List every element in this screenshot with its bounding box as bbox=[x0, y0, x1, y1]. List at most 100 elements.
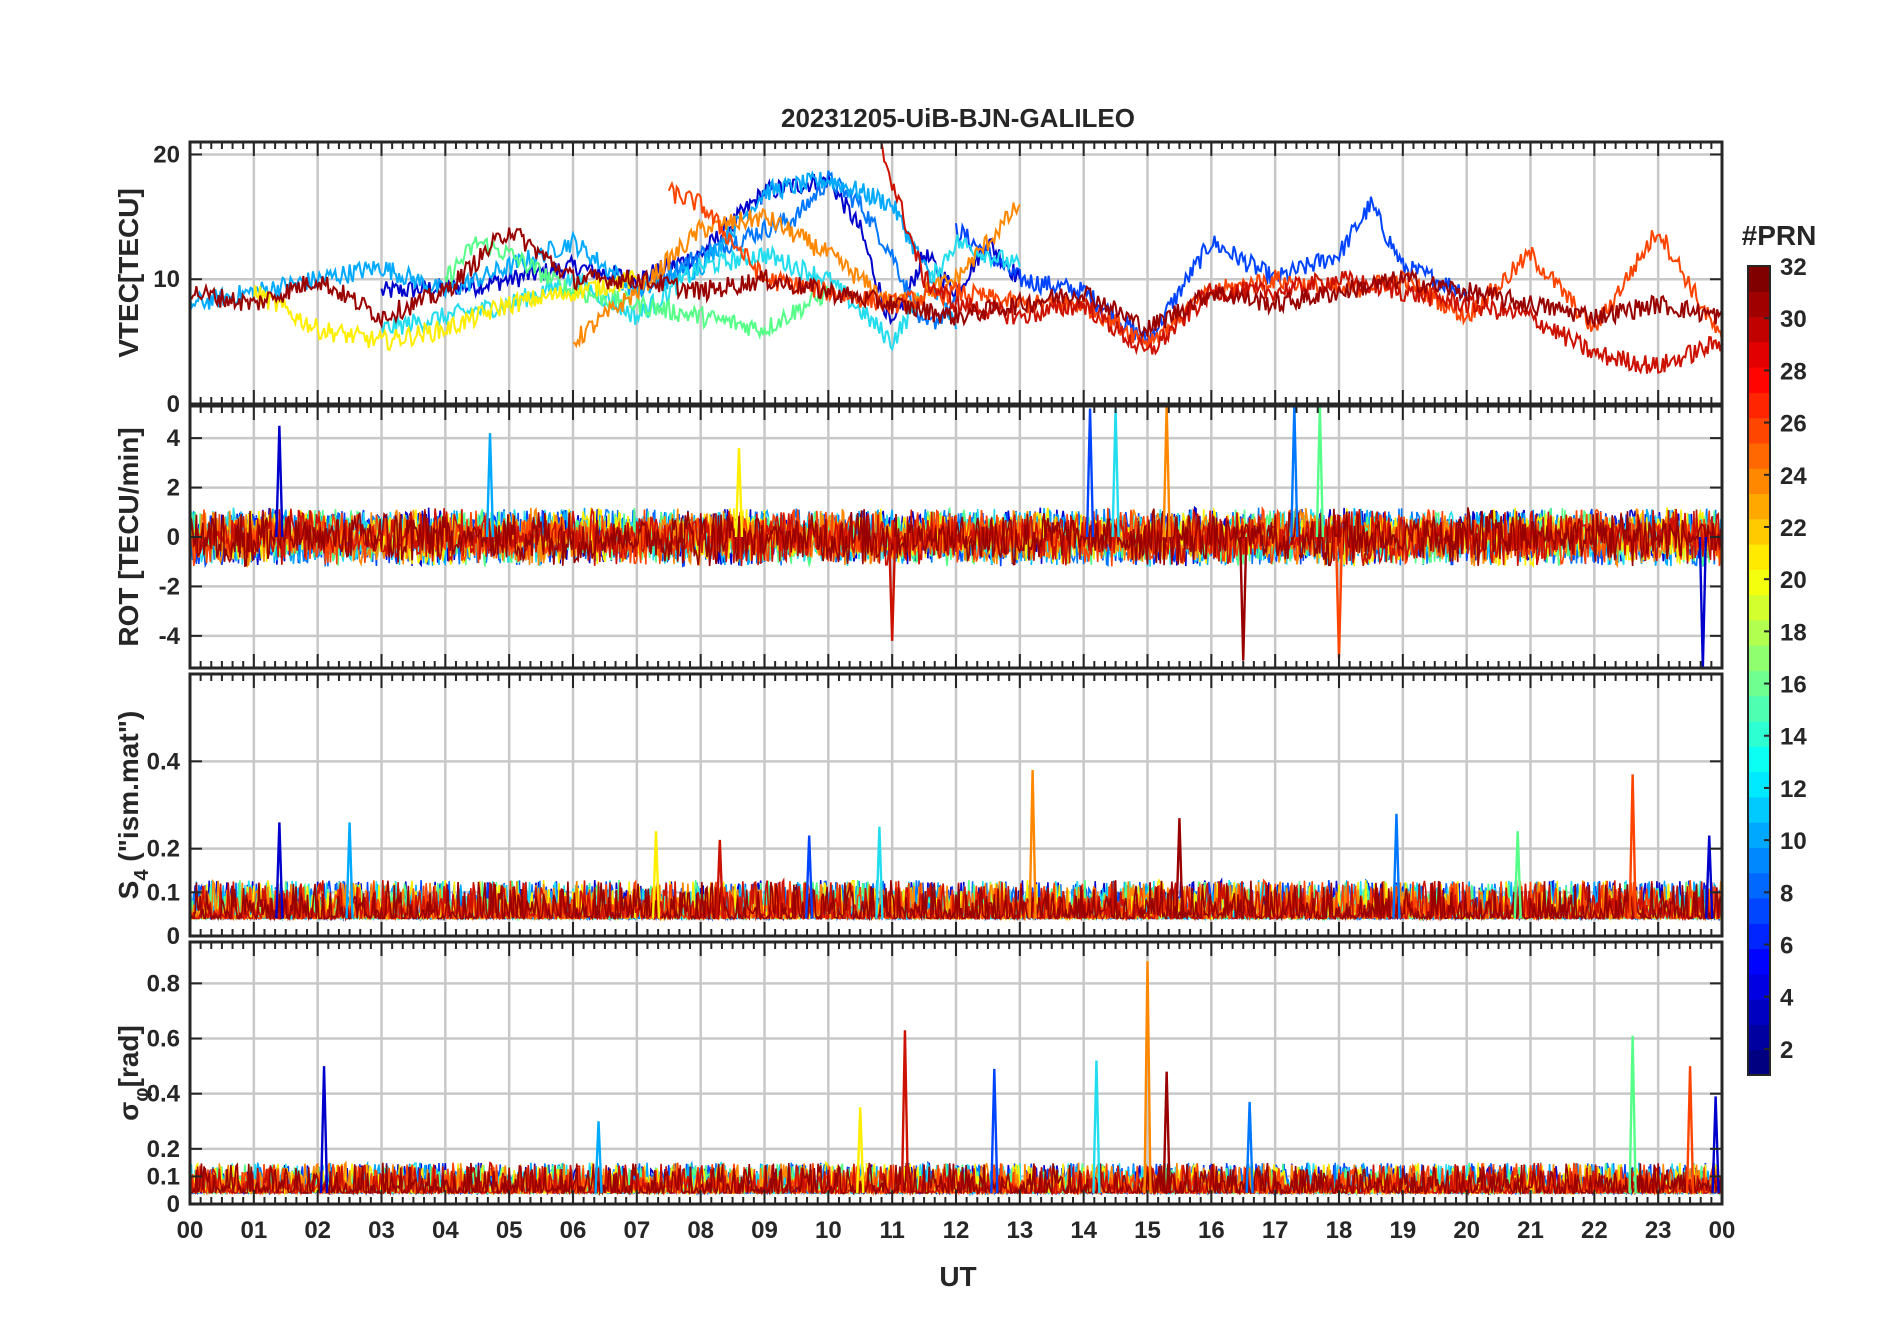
colorbar-segment bbox=[1748, 417, 1770, 444]
x-tick-label: 10 bbox=[815, 1217, 842, 1244]
y-tick-label: 0 bbox=[167, 923, 180, 950]
y-tick-label: 4 bbox=[167, 425, 181, 452]
colorbar-frame bbox=[1747, 265, 1771, 1076]
spike-mark bbox=[1392, 813, 1401, 919]
spike-mark bbox=[1315, 406, 1325, 538]
colorbar-segment bbox=[1748, 847, 1770, 874]
y-tick-label: 0.1 bbox=[147, 1163, 180, 1190]
y-tick-label: 0.2 bbox=[147, 836, 180, 863]
chart-title: 20231205-UiB-BJN-GALILEO bbox=[781, 103, 1135, 133]
y-axis-label-subscript: φ bbox=[131, 1087, 153, 1101]
y-axis-label: σφ[rad] bbox=[113, 1025, 153, 1121]
colorbar-tick-label: 24 bbox=[1780, 463, 1807, 490]
spike-mark bbox=[275, 425, 284, 538]
spike-mark bbox=[1143, 961, 1152, 1193]
x-tick-label: 16 bbox=[1198, 1217, 1225, 1244]
x-tick-label: 05 bbox=[496, 1217, 523, 1244]
colorbar-segment bbox=[1748, 291, 1770, 318]
y-axis-label: S4 ("ism.mat") bbox=[113, 711, 153, 900]
y-tick-label: 0.1 bbox=[147, 879, 180, 906]
spike-mark bbox=[1698, 536, 1708, 668]
spike-mark bbox=[1162, 1071, 1171, 1193]
colorbar-segment bbox=[1748, 442, 1770, 469]
series-line-prn-7 bbox=[635, 170, 957, 330]
colorbar-tick-label: 32 bbox=[1780, 254, 1807, 281]
spike-mark bbox=[990, 1068, 999, 1193]
y-tick-label: 0.4 bbox=[147, 748, 181, 775]
y-tick-label: 0 bbox=[167, 1191, 180, 1218]
x-tick-label: 08 bbox=[687, 1217, 714, 1244]
x-tick-label: 03 bbox=[368, 1217, 395, 1244]
series-line-prn-5 bbox=[955, 196, 1468, 346]
spike-mark bbox=[1111, 408, 1120, 538]
spike-mark bbox=[1092, 1060, 1101, 1193]
spike-mark bbox=[319, 1066, 329, 1193]
colorbar-segment bbox=[1748, 594, 1770, 621]
colorbar-segment bbox=[1748, 695, 1770, 722]
colorbar-tick-label: 10 bbox=[1780, 828, 1807, 855]
colorbar-segment bbox=[1748, 367, 1770, 393]
colorbar-tick-label: 12 bbox=[1780, 776, 1807, 803]
colorbar-segment bbox=[1748, 973, 1770, 1000]
panel-1-data bbox=[190, 142, 1722, 375]
spike-mark bbox=[1239, 536, 1248, 661]
series-line-prn-26 bbox=[667, 180, 1722, 350]
y-tick-label: 0.2 bbox=[147, 1136, 180, 1163]
colorbar-segment bbox=[1748, 493, 1770, 520]
y-axis-label-rest: [rad] bbox=[113, 1025, 144, 1087]
panel-2: -4 -2 0 2 4 ROT [TECU/min] bbox=[113, 404, 1724, 670]
noise-trace-9 bbox=[190, 878, 1722, 922]
colorbar-segment bbox=[1748, 898, 1770, 924]
colorbar-segment bbox=[1748, 948, 1770, 975]
spike-mark bbox=[1711, 1096, 1720, 1194]
colorbar-segment bbox=[1748, 645, 1770, 671]
colorbar-segment bbox=[1748, 619, 1770, 646]
y-axis-label: VTEC[TECU] bbox=[113, 188, 144, 358]
x-axis-label: UT bbox=[939, 1261, 976, 1292]
colorbar-segment bbox=[1748, 316, 1770, 343]
y-axis-label: ROT [TECU/min] bbox=[113, 427, 144, 646]
spike-mark bbox=[715, 839, 725, 919]
x-tick-label: 00 bbox=[1709, 1217, 1736, 1244]
colorbar-tick-label: 28 bbox=[1780, 358, 1807, 385]
x-tick-label: 18 bbox=[1326, 1217, 1353, 1244]
x-tick-label: 20 bbox=[1453, 1217, 1480, 1244]
y-tick-label: 0 bbox=[167, 524, 180, 551]
noise-trace-11 bbox=[190, 880, 1722, 922]
y-tick-label: 0.8 bbox=[147, 970, 180, 997]
x-tick-label: 04 bbox=[432, 1217, 459, 1244]
spike-mark bbox=[1628, 774, 1637, 919]
spike-mark bbox=[804, 835, 814, 919]
colorbar-segment bbox=[1748, 544, 1770, 570]
noise-trace-11 bbox=[190, 507, 1722, 568]
colorbar-segment bbox=[1748, 569, 1770, 596]
panel-3: 0 0.1 0.2 0.4S4 ("ism.mat") bbox=[113, 672, 1724, 950]
x-tick-label: 07 bbox=[623, 1217, 650, 1244]
spike-mark bbox=[734, 447, 744, 538]
spike-mark bbox=[1175, 818, 1184, 919]
colorbar-tick-label: 4 bbox=[1780, 985, 1794, 1012]
spike-mark bbox=[345, 822, 354, 919]
x-tick-label: 17 bbox=[1262, 1217, 1289, 1244]
x-tick-label: 21 bbox=[1517, 1217, 1544, 1244]
colorbar-segment bbox=[1748, 721, 1770, 747]
colorbar-segment bbox=[1748, 923, 1770, 950]
x-tick-label: 11 bbox=[879, 1217, 904, 1244]
colorbar-tick-label: 22 bbox=[1780, 515, 1807, 542]
colorbar-segment bbox=[1748, 822, 1770, 848]
colorbar-segment bbox=[1748, 670, 1770, 697]
spike-mark bbox=[1628, 1035, 1637, 1193]
y-axis-label-main: σ bbox=[113, 1102, 144, 1121]
spike-mark bbox=[1685, 1066, 1695, 1193]
colorbar-segment bbox=[1748, 266, 1770, 292]
spike-mark bbox=[485, 433, 495, 538]
spike-mark bbox=[1245, 1101, 1254, 1194]
x-tick-label: 00 bbox=[177, 1217, 204, 1244]
series-line-prn-20 bbox=[252, 269, 638, 352]
spike-mark bbox=[1705, 835, 1714, 919]
series-line-prn-31 bbox=[190, 227, 1722, 339]
colorbar-tick-label: 30 bbox=[1780, 306, 1807, 333]
panel-3-data bbox=[190, 770, 1722, 922]
